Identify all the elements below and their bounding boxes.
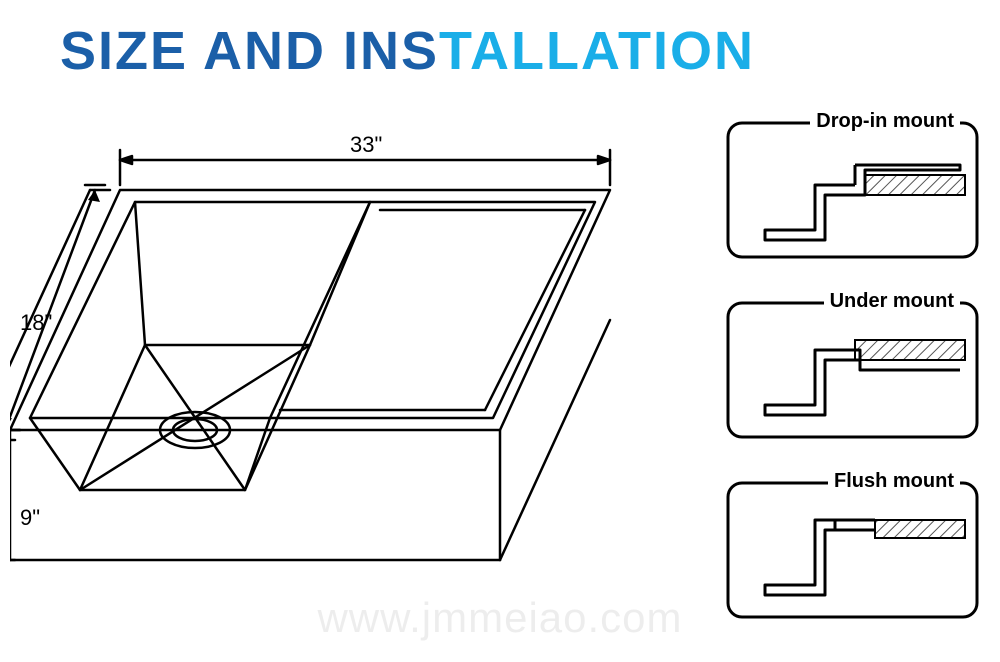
mount-box-under: Under mount	[725, 300, 980, 440]
sink-diagram: 33" 18" 9"	[10, 130, 690, 650]
mount-panel: Drop-in mount Under mount Flush mount	[725, 120, 980, 620]
mount-label-dropin: Drop-in mount	[810, 110, 960, 133]
dim-width: 33"	[350, 132, 382, 158]
dim-depth: 18"	[20, 310, 52, 336]
mount-svg-flush	[725, 480, 980, 620]
mount-label-under: Under mount	[824, 290, 960, 313]
mount-box-flush: Flush mount	[725, 480, 980, 620]
page-title: SIZE AND INSTALLATION	[60, 20, 755, 82]
title-part1: SIZE AND INS	[60, 21, 439, 81]
dim-height: 9"	[20, 505, 40, 531]
sink-svg	[10, 130, 690, 650]
mount-label-flush: Flush mount	[828, 470, 960, 493]
mount-box-dropin: Drop-in mount	[725, 120, 980, 260]
mount-svg-dropin	[725, 120, 980, 260]
mount-svg-under	[725, 300, 980, 440]
title-part2: TALLATION	[439, 21, 755, 81]
